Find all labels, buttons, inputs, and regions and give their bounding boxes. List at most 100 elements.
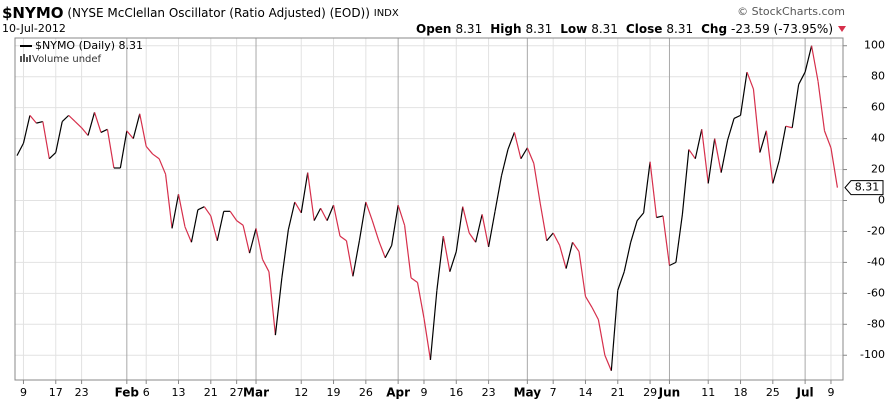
y-tick-label: 0 — [878, 193, 885, 206]
exchange: INDX — [374, 8, 399, 19]
line-segment — [475, 214, 483, 243]
line-segment — [358, 201, 367, 241]
line-segment — [507, 132, 515, 150]
line-segment — [675, 214, 683, 263]
quote-label: Low — [560, 22, 587, 36]
line-segment — [765, 130, 774, 184]
x-tick-label: 9 — [420, 386, 427, 399]
y-tick-label: -20 — [867, 224, 885, 237]
x-tick-label: 21 — [204, 386, 218, 399]
line-segment — [656, 215, 664, 219]
line-segment — [184, 226, 192, 243]
line-segment — [339, 235, 347, 242]
down-arrow — [838, 26, 846, 32]
chart-title: $NYMO — [2, 4, 64, 22]
last-value-tag — [844, 180, 884, 196]
line-segment — [746, 71, 755, 90]
line-segment — [87, 112, 96, 136]
line-segment — [190, 209, 199, 243]
line-segment — [823, 130, 832, 149]
line-segment — [662, 215, 671, 266]
line-segment — [468, 232, 477, 243]
line-segment — [494, 175, 503, 212]
line-segment — [203, 206, 212, 217]
last-value-label: 8.31 — [855, 181, 880, 194]
line-segment — [255, 228, 264, 260]
line-segment — [261, 259, 270, 272]
line-segment — [68, 114, 76, 122]
line-segment — [100, 128, 108, 133]
line-segment — [171, 194, 180, 229]
line-segment — [785, 125, 793, 129]
x-tick-label: 6 — [143, 386, 150, 399]
line-segment — [423, 318, 432, 360]
line-segment — [810, 45, 819, 82]
x-tick-label: 12 — [294, 386, 308, 399]
line-segment — [164, 174, 173, 229]
line-segment — [397, 204, 406, 226]
line-segment — [604, 355, 612, 371]
line-segment — [145, 145, 154, 155]
x-tick-label: 27 — [230, 386, 244, 399]
x-tick-label: Apr — [386, 386, 410, 400]
quote-value: 8.31 — [455, 22, 482, 36]
line-segment — [42, 121, 50, 159]
line-segment — [798, 71, 806, 85]
x-tick-label: 17 — [49, 386, 63, 399]
y-tick-label: -80 — [867, 317, 885, 330]
line-segment — [636, 212, 645, 221]
line-segment — [733, 114, 741, 120]
line-segment — [384, 245, 393, 259]
line-segment — [455, 206, 464, 252]
line-segment — [500, 149, 509, 176]
line-segment — [597, 319, 606, 356]
x-tick-label: 23 — [482, 386, 496, 399]
source: © StockCharts.com — [737, 5, 845, 18]
line-segment — [404, 225, 412, 278]
line-segment — [106, 129, 115, 169]
quote-label: Open — [416, 22, 451, 36]
line-segment — [248, 228, 257, 254]
quote-label: Chg — [701, 22, 727, 36]
plot — [15, 38, 847, 380]
line-segment — [119, 130, 128, 169]
line-segment — [126, 130, 134, 139]
line-segment — [197, 206, 205, 211]
y-tick-label: 60 — [871, 101, 885, 114]
line-segment — [804, 45, 813, 73]
line-segment — [300, 172, 309, 213]
y-tick-label: -40 — [867, 255, 885, 268]
line-segment — [617, 271, 625, 291]
line-segment — [287, 201, 296, 231]
line-segment — [229, 210, 238, 221]
line-segment — [739, 71, 748, 116]
line-segment — [559, 245, 567, 269]
line-segment — [48, 152, 57, 160]
line-segment — [830, 147, 839, 188]
line-segment — [352, 240, 360, 277]
line-segment — [552, 232, 561, 246]
x-tick-label: 9 — [827, 386, 834, 399]
x-tick-label: Mar — [243, 386, 269, 400]
line-segment — [727, 118, 735, 141]
quote-value: 8.31 — [526, 22, 553, 36]
x-tick-label: 21 — [611, 386, 625, 399]
line-segment — [539, 203, 548, 241]
line-segment — [610, 290, 619, 371]
line-segment — [429, 290, 438, 360]
line-segment — [533, 163, 541, 204]
y-tick-label: 100 — [864, 39, 885, 52]
line-segment — [513, 132, 522, 159]
x-tick-label: 9 — [20, 386, 27, 399]
line-segment — [526, 147, 535, 164]
line-segment — [591, 306, 599, 320]
line-segment — [139, 113, 147, 147]
x-tick-label: 19 — [327, 386, 341, 399]
x-tick-label: Feb — [115, 386, 140, 400]
line-segment — [481, 214, 490, 248]
line-segment — [707, 138, 716, 184]
line-segment — [391, 205, 399, 246]
line-segment — [759, 130, 767, 153]
line-segment — [132, 113, 141, 139]
y-tick-label: -100 — [860, 348, 885, 361]
